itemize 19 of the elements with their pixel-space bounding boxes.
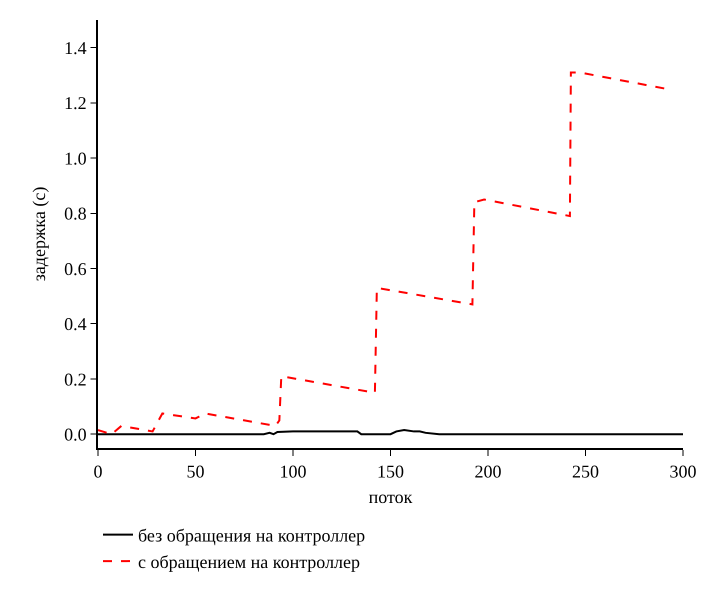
y-axis-title: задержка (с) <box>28 186 49 282</box>
legend-label: без обращения на контроллер <box>138 526 366 546</box>
y-tick-label: 0.0 <box>64 424 87 444</box>
y-tick-label: 1.2 <box>64 93 87 114</box>
x-tick-label: 150 <box>377 461 404 482</box>
x-tick-label: 300 <box>670 461 696 482</box>
y-tick-label: 0.8 <box>64 204 87 224</box>
x-tick-label: 0 <box>94 461 102 482</box>
y-tick-label: 1.4 <box>64 38 87 58</box>
x-tick-label: 250 <box>572 461 599 482</box>
x-tick-label: 200 <box>474 461 502 482</box>
x-tick-label: 50 <box>186 461 204 482</box>
x-axis-title: поток <box>368 486 413 507</box>
legend-label: с обращением на контроллер <box>138 552 360 572</box>
x-tick-label: 100 <box>280 461 306 482</box>
y-tick-label: 1.0 <box>64 148 87 168</box>
y-tick-label: 0.4 <box>64 314 87 334</box>
y-tick-label: 0.6 <box>64 258 87 279</box>
y-tick-label: 0.2 <box>64 369 87 390</box>
